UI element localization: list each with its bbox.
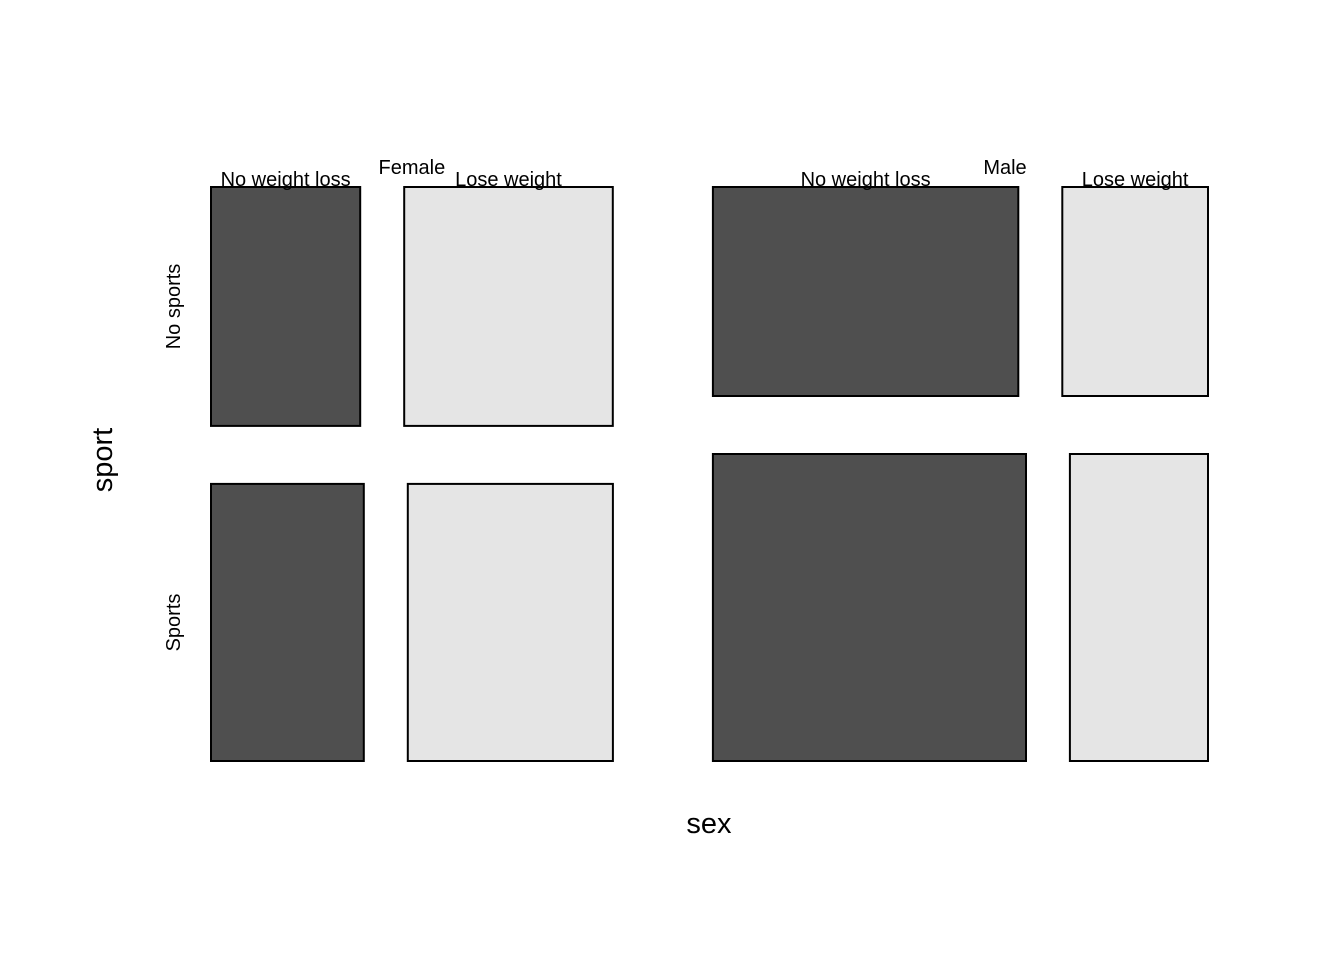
cell-female-sports-lose-weight [406,482,614,762]
weight-label-male-lose-weight: Lose weight [1082,169,1189,191]
sport-label-no-sports: No sports [163,264,185,350]
cell-male-no-sports-no-weight-loss [711,186,1020,397]
weight-label-male-no-weight-loss: No weight loss [801,169,931,191]
weight-label-female-lose-weight: Lose weight [455,169,562,191]
x-axis-label: sex [686,808,732,840]
cell-male-sports-no-weight-loss [711,453,1028,762]
sex-label-female: Female [379,157,446,179]
cell-male-no-sports-lose-weight [1061,186,1210,397]
y-axis-label: sport [87,428,119,492]
sex-label-male: Male [983,157,1026,179]
cell-female-no-sports-no-weight-loss [210,186,362,427]
sport-label-sports: Sports [163,594,185,652]
mosaic-cells [210,186,1210,762]
cell-male-sports-lose-weight [1068,453,1210,762]
mosaic-labels: No weight loss Lose weight Female No weight… [163,157,1189,651]
weight-label-female-no-weight-loss: No weight loss [221,169,351,191]
cell-female-no-sports-lose-weight [403,186,614,427]
cell-female-sports-no-weight-loss [210,482,365,762]
